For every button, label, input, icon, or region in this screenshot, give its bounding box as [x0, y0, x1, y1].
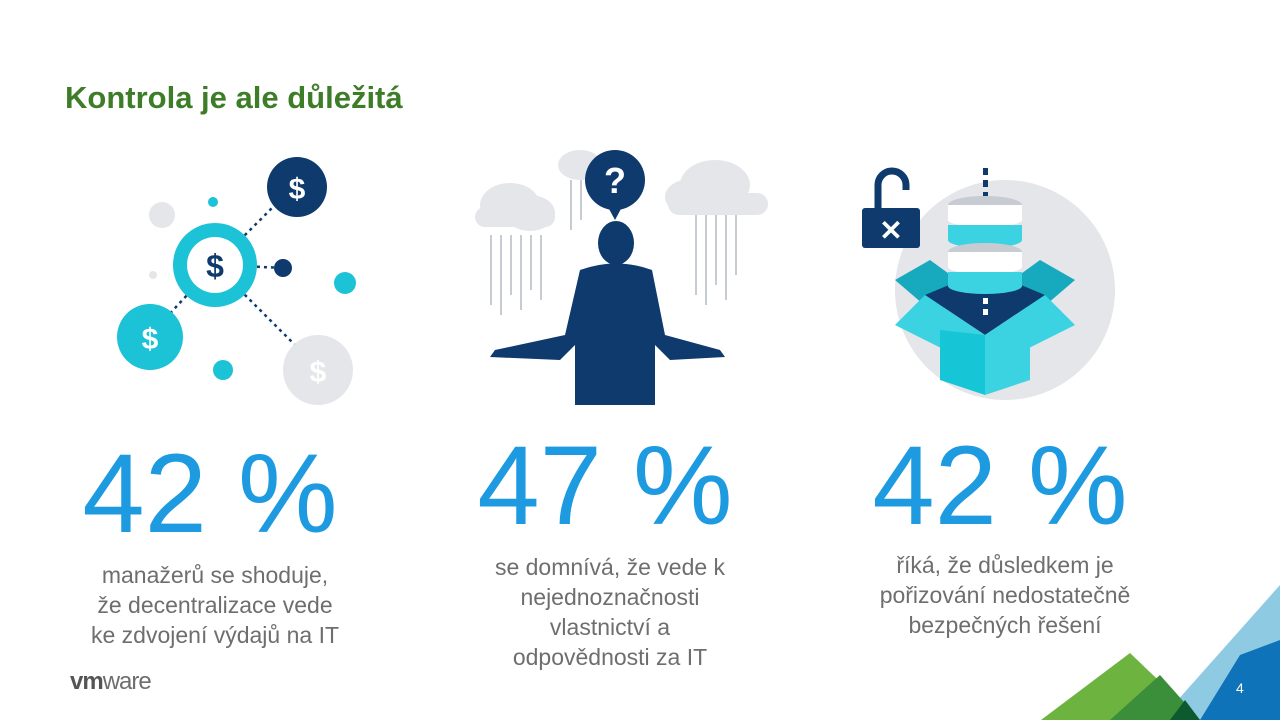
svg-text:$: $: [206, 248, 224, 284]
stat-description: říká, že důsledkem je pořizování nedosta…: [815, 550, 1195, 640]
money-network-icon: $ $ $ $: [117, 157, 356, 405]
logo-ware: ware: [102, 668, 152, 695]
desc-line: odpovědnosti za IT: [512, 644, 708, 670]
stat-description: manažerů se shoduje, že decentralizace v…: [25, 560, 405, 650]
desc-line: ke zdvojení výdajů na IT: [90, 622, 340, 648]
logo-vm: vm: [70, 668, 104, 695]
desc-line: že decentralizace vede: [97, 592, 333, 618]
desc-line: manažerů se shoduje,: [101, 562, 329, 588]
desc-line: se domnívá, že vede k: [494, 554, 726, 580]
desc-line: vlastnictví a: [549, 614, 671, 640]
svg-text:?: ?: [604, 160, 626, 201]
stat-value: 47 %: [477, 423, 733, 548]
svg-text:$: $: [142, 323, 159, 356]
stat-value: 42 %: [82, 431, 338, 556]
unsecured-database-box-icon: ✕: [862, 167, 1115, 400]
vmware-logo: vmware: [70, 668, 152, 696]
stat-description: se domnívá, že vede k nejednoznačnosti v…: [420, 552, 800, 672]
svg-text:$: $: [289, 173, 306, 206]
stat-value: 42 %: [872, 423, 1128, 548]
desc-line: říká, že důsledkem je: [896, 552, 1114, 578]
page-number: 4: [1236, 680, 1244, 696]
slide-title: Kontrola je ale důležitá: [65, 80, 403, 115]
desc-line: pořizování nedostatečně: [879, 582, 1131, 608]
confused-person-icon: ?: [475, 150, 768, 405]
svg-text:$: $: [310, 356, 327, 389]
desc-line: nejednoznačnosti: [520, 584, 700, 610]
desc-line: bezpečných řešení: [908, 612, 1102, 638]
corner-decoration: [1041, 585, 1280, 720]
svg-text:✕: ✕: [879, 215, 902, 246]
